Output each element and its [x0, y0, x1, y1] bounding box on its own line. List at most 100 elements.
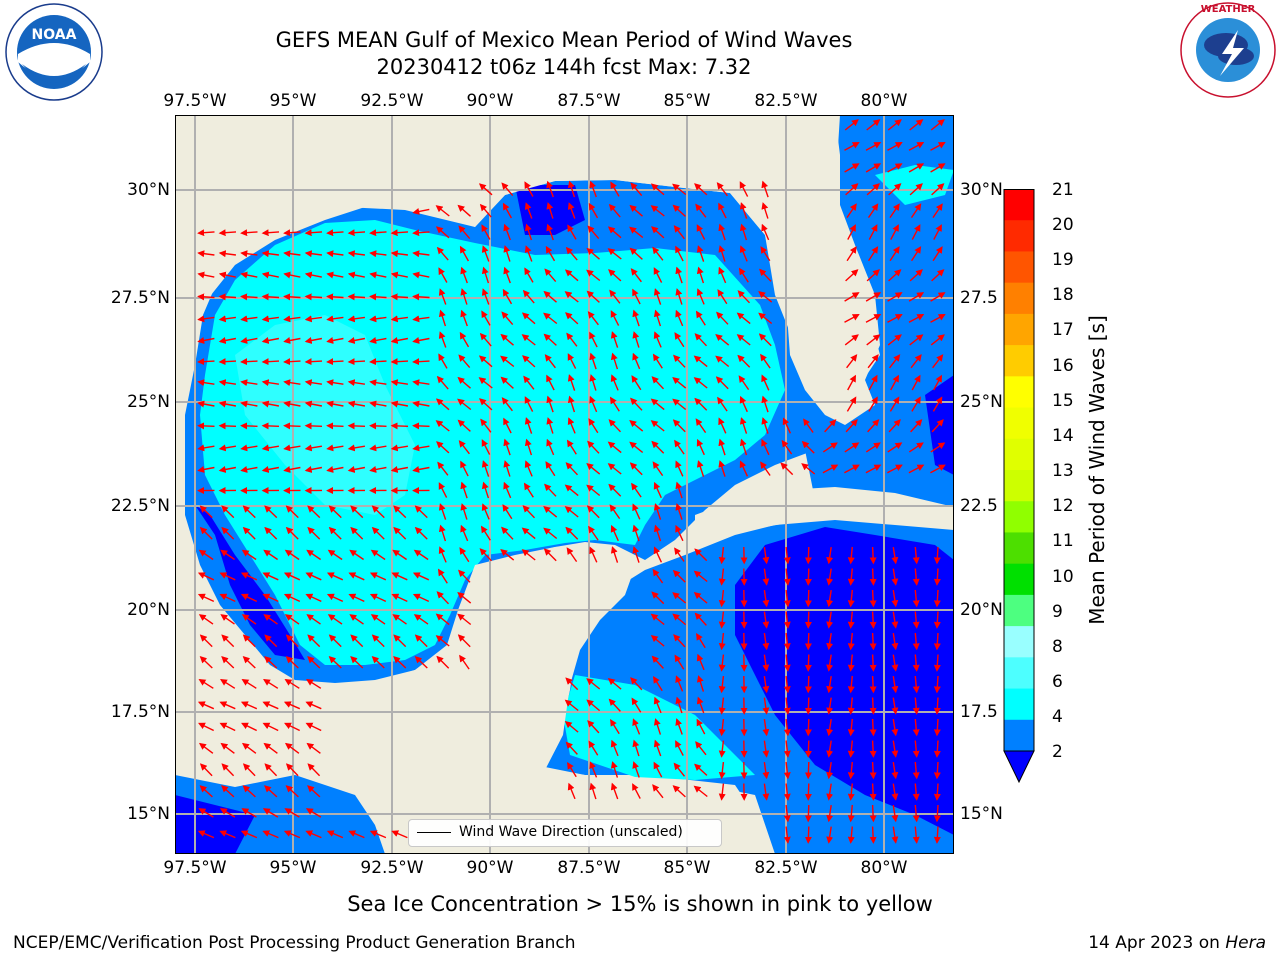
wind-wave-arrow: [438, 353, 448, 369]
wind-wave-arrow: [481, 460, 490, 477]
wind-wave-arrow: [392, 614, 407, 625]
wind-wave-arrow: [693, 570, 708, 583]
wind-wave-arrow: [304, 466, 323, 473]
colorbar-band: [1004, 220, 1034, 252]
wind-wave-arrow: [652, 353, 663, 369]
wind-wave-arrow: [739, 395, 748, 413]
wind-wave-arrow: [219, 593, 236, 603]
wind-wave-arrow: [392, 549, 407, 561]
wind-wave-arrow: [438, 503, 447, 520]
wind-wave-arrow: [197, 358, 215, 366]
wind-wave-arrow: [371, 634, 385, 648]
wind-wave-arrow: [218, 229, 237, 237]
wind-wave-arrow: [414, 505, 428, 519]
wind-wave-arrow: [242, 505, 256, 519]
wind-wave-arrow: [758, 291, 773, 303]
noaa-logo: NOAA: [5, 3, 103, 101]
wind-wave-arrow: [891, 804, 899, 823]
wind-wave-arrow: [909, 183, 923, 196]
wind-wave-arrow: [262, 701, 279, 710]
wind-wave-arrow: [347, 466, 366, 473]
wind-wave-arrow: [479, 332, 492, 347]
wind-wave-arrow: [219, 701, 236, 710]
wind-wave-arrow: [457, 634, 471, 648]
wind-wave-arrow: [693, 592, 708, 604]
legend-text: Wind Wave Direction (unscaled): [459, 824, 683, 840]
wind-wave-arrow: [630, 677, 643, 691]
wind-wave-arrow: [672, 419, 686, 433]
wind-wave-arrow: [826, 632, 834, 651]
wind-wave-arrow: [846, 354, 858, 369]
wind-wave-arrow: [696, 266, 705, 284]
wind-wave-arrow: [632, 718, 641, 735]
wind-wave-arrow: [369, 572, 387, 581]
wind-wave-arrow: [652, 461, 664, 477]
wind-wave-arrow: [631, 482, 642, 498]
wind-wave-arrow: [589, 331, 598, 348]
wind-wave-arrow: [911, 396, 921, 412]
wind-wave-arrow: [369, 293, 387, 301]
wind-wave-arrow: [826, 718, 834, 737]
wind-wave-arrows: [197, 119, 946, 844]
colorbar-band: [1004, 719, 1034, 752]
wind-wave-arrow: [891, 740, 899, 758]
credit-text: NCEP/EMC/Verification Post Processing Pr…: [13, 933, 576, 953]
colorbar-tick: 16: [1052, 356, 1074, 376]
wind-wave-arrow: [390, 293, 409, 301]
wind-wave-arrow: [460, 266, 468, 284]
wind-wave-arrow: [283, 271, 301, 279]
wind-wave-arrow: [304, 400, 323, 408]
wind-wave-arrow: [544, 483, 557, 497]
wind-wave-arrow: [393, 656, 407, 669]
wind-wave-arrow: [198, 722, 215, 732]
wind-wave-arrow: [933, 654, 941, 672]
wind-wave-arrow: [564, 484, 579, 497]
wind-wave-arrow: [783, 632, 791, 651]
wind-wave-arrow: [478, 377, 493, 389]
wind-wave-arrow: [912, 546, 920, 565]
wind-wave-arrow: [241, 549, 257, 561]
wind-wave-arrow: [718, 740, 726, 758]
wind-wave-arrow: [718, 438, 726, 456]
wind-wave-arrow: [307, 656, 321, 669]
wind-wave-arrow: [390, 422, 409, 430]
wind-wave-arrow: [865, 464, 882, 474]
wind-wave-arrow: [566, 332, 578, 347]
wind-wave-arrow: [543, 527, 558, 540]
wind-wave-arrow: [783, 740, 791, 758]
wind-wave-arrow: [908, 314, 925, 323]
wind-wave-arrow: [631, 697, 642, 713]
wind-wave-arrow: [694, 612, 707, 626]
wind-wave-arrow: [565, 741, 578, 755]
wind-wave-arrow: [610, 374, 619, 391]
wind-wave-arrow: [564, 721, 579, 733]
wind-wave-arrow: [546, 202, 554, 219]
wind-wave-arrow: [889, 203, 900, 218]
yucatan-land: [325, 545, 775, 854]
wind-wave-arrow: [889, 354, 901, 369]
wind-wave-arrow: [908, 142, 925, 151]
wind-wave-arrow: [390, 271, 408, 279]
wind-wave-arrow: [933, 675, 941, 694]
wind-wave-arrow: [693, 355, 708, 368]
wind-wave-arrow: [242, 656, 256, 669]
wind-wave-arrow: [521, 527, 536, 540]
wind-wave-arrow: [327, 549, 343, 561]
wind-wave-arrow: [738, 267, 749, 283]
wind-wave-arrow: [523, 482, 534, 498]
wind-wave-arrow: [891, 718, 899, 737]
wind-wave-arrow: [218, 358, 237, 366]
wind-wave-arrow: [804, 826, 812, 844]
wind-wave-arrow: [844, 142, 860, 151]
wind-wave-arrow: [220, 549, 235, 561]
wind-wave-arrow: [891, 632, 899, 651]
wind-wave-arrow: [199, 763, 213, 777]
wind-wave-arrow: [347, 229, 366, 237]
wind-wave-arrow: [781, 439, 793, 455]
wind-wave-arrow: [460, 288, 468, 305]
lat-label-left: 17.5°N: [110, 702, 170, 722]
wind-wave-arrow: [240, 593, 258, 603]
wind-wave-arrow: [546, 180, 554, 198]
wind-wave-arrow: [306, 742, 321, 754]
wind-wave-arrow: [263, 742, 278, 754]
